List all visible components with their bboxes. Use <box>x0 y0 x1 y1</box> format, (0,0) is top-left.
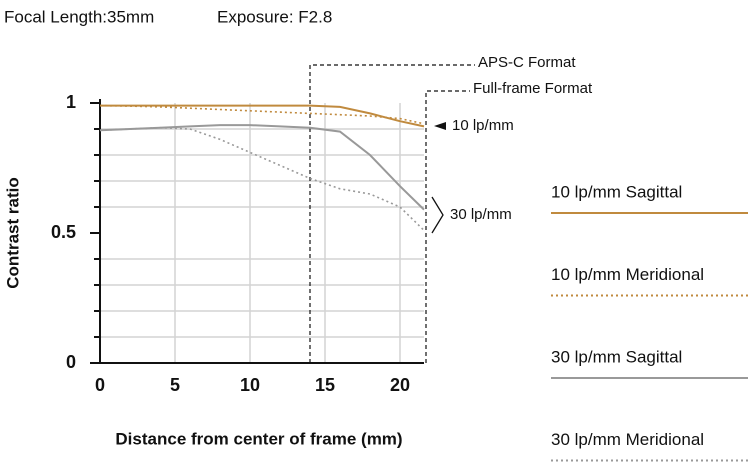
series-line <box>100 104 425 128</box>
format-line <box>425 90 470 363</box>
x-tick-label: 20 <box>390 375 410 395</box>
series-line <box>99 104 425 125</box>
series-line <box>99 124 425 211</box>
series-line <box>99 126 425 231</box>
y-tick-label: 1 <box>66 92 76 112</box>
legend-label: 10 lp/mm Meridional <box>551 265 704 284</box>
x-tick-label: 5 <box>170 375 180 395</box>
format-line <box>309 64 475 363</box>
y-tick-label: 0 <box>66 352 76 372</box>
y-tick-label: 0.5 <box>51 222 76 242</box>
x-axis-label: Distance from center of frame (mm) <box>115 429 402 448</box>
chart-title: Focal Length:35mm <box>4 7 154 26</box>
format-label: APS-C Format <box>478 54 576 71</box>
legend-label: 10 lp/mm Sagittal <box>551 182 682 201</box>
chart-subtitle: Exposure: F2.8 <box>217 7 332 26</box>
line-label: 10 lp/mm <box>452 117 514 134</box>
label-brace <box>431 196 444 234</box>
x-tick-label: 10 <box>240 375 260 395</box>
x-tick-label: 0 <box>95 375 105 395</box>
format-label: Full-frame Format <box>473 80 593 97</box>
label-arrow <box>434 122 446 130</box>
y-axis-label: Contrast ratio <box>3 177 22 288</box>
legend-label: 30 lp/mm Sagittal <box>551 347 682 366</box>
x-tick-label: 15 <box>315 375 335 395</box>
line-label: 30 lp/mm <box>450 206 512 223</box>
legend-label: 30 lp/mm Meridional <box>551 430 704 449</box>
